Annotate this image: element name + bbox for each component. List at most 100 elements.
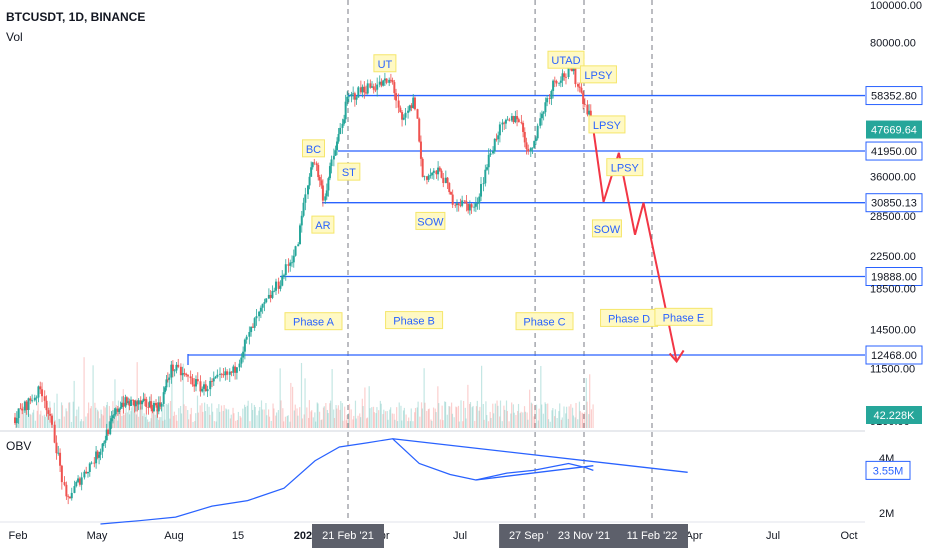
volume-bar — [529, 389, 531, 428]
volume-bar — [213, 421, 215, 428]
volume-bar — [94, 402, 96, 428]
volume-bar — [289, 421, 291, 428]
volume-bar — [40, 410, 42, 428]
price-candle-body — [508, 119, 511, 121]
price-candle-body — [382, 80, 385, 86]
volume-bar — [474, 420, 476, 428]
obv-trendline-upper — [392, 438, 688, 473]
price-candle-body — [185, 373, 188, 376]
volume-bar — [444, 401, 446, 428]
volume-bar — [204, 402, 206, 428]
price-candle-body — [170, 364, 173, 378]
volume-bar — [211, 403, 213, 428]
price-candle-body — [299, 225, 301, 245]
volume-bar — [342, 420, 344, 428]
price-candle-body — [243, 339, 246, 352]
price-candle-body — [220, 373, 223, 375]
price-candle-body — [150, 401, 153, 409]
volume-bar — [401, 420, 403, 428]
price-candle-body — [474, 203, 477, 207]
price-candle-body — [588, 110, 591, 115]
price-candle-body — [336, 141, 339, 151]
price-candle-body — [258, 311, 261, 317]
price-candle-body — [21, 408, 24, 411]
volume-bar — [508, 421, 510, 428]
price-candle-body — [374, 89, 377, 91]
price-candle-body — [175, 364, 178, 371]
price-candle-body — [93, 462, 96, 464]
volume-bar — [218, 404, 220, 428]
price-candle-body — [431, 172, 434, 176]
price-candle-body — [578, 86, 581, 88]
volume-bar — [180, 405, 182, 428]
price-axis-tick: 100000.00 — [870, 0, 922, 12]
price-candle-body — [383, 78, 386, 81]
wyckoff-label: LPSY — [593, 120, 622, 132]
volume-bar — [263, 409, 265, 428]
volume-bar — [486, 415, 488, 428]
volume-bar — [79, 421, 82, 428]
level-price-box — [865, 267, 923, 287]
volume-bar — [355, 418, 357, 428]
level-price-label: 30850.13 — [871, 198, 917, 210]
price-candle-body — [506, 119, 509, 121]
volume-bar — [121, 416, 123, 428]
price-candle-body — [448, 183, 451, 193]
date-axis-tick: 15 — [232, 530, 244, 542]
volume-bar — [29, 413, 31, 428]
price-candle-body — [525, 142, 528, 149]
volume-bar — [301, 418, 303, 428]
volume-bar — [489, 411, 491, 428]
price-candle-body — [540, 113, 543, 119]
price-candle-body — [68, 496, 71, 499]
price-candle-body — [78, 478, 81, 485]
price-candle-body — [267, 294, 270, 299]
volume-bar — [490, 417, 492, 428]
price-candle-body — [363, 86, 366, 93]
volume-bar — [46, 403, 48, 428]
price-candle-body — [512, 116, 515, 123]
volume-bar — [236, 419, 239, 428]
price-candle-body — [408, 105, 411, 111]
volume-bar — [369, 408, 371, 428]
volume-bar — [103, 406, 105, 428]
price-candle-body — [60, 465, 63, 483]
volume-bar — [216, 408, 218, 428]
volume-bar — [434, 408, 436, 428]
volume-bar — [515, 414, 517, 428]
price-candle-body — [539, 118, 542, 126]
volume-last-tag — [866, 406, 922, 424]
level-price-label: 58352.80 — [871, 91, 917, 103]
price-candle-body — [111, 415, 114, 419]
volume-bar — [70, 421, 73, 428]
volume-bar — [75, 416, 77, 428]
volume-bar — [442, 420, 444, 428]
price-candle-body — [421, 158, 424, 177]
volume-bar — [204, 411, 207, 428]
volume-bar — [232, 407, 234, 428]
volume-bar — [547, 419, 550, 428]
volume-bar — [464, 407, 466, 428]
volume-bar — [400, 405, 402, 428]
volume-bar — [235, 420, 237, 428]
price-candle-body — [289, 262, 292, 266]
price-candle-body — [263, 302, 266, 304]
volume-bar — [119, 410, 121, 428]
price-candle-body — [455, 203, 458, 206]
price-candle-body — [90, 462, 93, 464]
volume-bar — [526, 412, 528, 428]
volume-bar — [275, 415, 277, 428]
price-candle-body — [366, 83, 369, 94]
volume-bar — [244, 404, 246, 428]
price-candle-body — [418, 118, 421, 142]
level-price-label: 41950.00 — [871, 146, 917, 158]
obv-last-label: 3.55M — [873, 465, 904, 477]
volume-bar — [175, 414, 177, 428]
volume-bar — [497, 405, 499, 428]
volume-bar — [311, 410, 313, 428]
volume-bar — [76, 409, 78, 428]
volume-bar — [208, 406, 210, 428]
price-candle-body — [583, 103, 586, 105]
volume-bar — [33, 409, 35, 428]
